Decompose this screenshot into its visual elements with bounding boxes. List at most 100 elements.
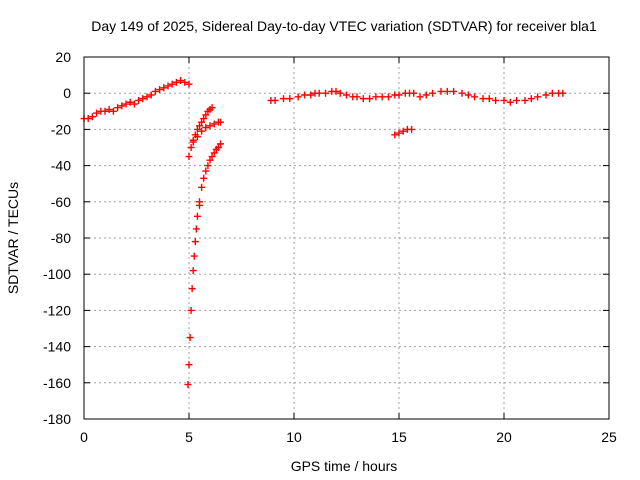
data-point [500, 96, 508, 104]
data-point [286, 95, 294, 103]
y-tick-label: -40 [51, 158, 71, 174]
data-point [410, 89, 418, 97]
data-point [105, 105, 113, 113]
data-point [210, 120, 218, 128]
data-point [202, 167, 210, 175]
data-point [395, 129, 403, 137]
data-point [378, 93, 386, 101]
data-point [135, 96, 143, 104]
data-point [189, 138, 197, 146]
data-point [399, 127, 407, 135]
y-tick-label: -80 [51, 230, 71, 246]
data-point [534, 93, 542, 101]
data-point [315, 89, 323, 97]
data-point [189, 267, 197, 275]
data-point [527, 95, 535, 103]
data-point [443, 87, 451, 95]
data-point [336, 89, 344, 97]
data-point [479, 95, 487, 103]
data-point [542, 91, 550, 99]
series-short-arc [391, 125, 416, 139]
data-point [151, 87, 159, 95]
data-point [139, 95, 147, 103]
data-point [422, 91, 430, 99]
data-point [214, 144, 222, 151]
data-point [385, 93, 392, 101]
y-tick-label: -100 [43, 266, 71, 282]
data-point [359, 95, 367, 103]
grid [84, 57, 609, 419]
data-point [366, 95, 374, 103]
data-point [280, 95, 287, 103]
series-recovery-arc-a [196, 140, 224, 206]
series-early-rise [80, 77, 193, 123]
data-point [271, 96, 279, 104]
data-point [192, 225, 200, 233]
data-point [160, 84, 168, 92]
data-point [206, 122, 214, 130]
data-point [353, 93, 361, 101]
y-tick-label: 0 [63, 85, 71, 101]
data-point [193, 212, 201, 220]
data-point [506, 98, 514, 106]
data-point [485, 95, 493, 103]
data-point [458, 89, 466, 97]
data-point [513, 96, 521, 104]
data-point [191, 238, 199, 246]
y-tick-label: 20 [55, 49, 71, 65]
data-point [185, 80, 193, 88]
chart-title: Day 149 of 2025, Sidereal Day-to-day VTE… [91, 18, 597, 34]
data-point [114, 104, 122, 112]
data-point [208, 153, 216, 161]
series-deep-dip [184, 201, 203, 389]
series-recovery-arc-c [189, 118, 224, 146]
data-point [168, 80, 176, 88]
data-point [198, 127, 206, 135]
data-point [196, 198, 203, 206]
data-point [217, 118, 224, 126]
x-tick-label: 25 [601, 429, 617, 445]
data-point [193, 125, 201, 133]
y-tick-label: -120 [43, 302, 71, 318]
data-point [184, 381, 192, 389]
data-point [198, 118, 206, 126]
x-tick-label: 10 [286, 429, 302, 445]
data-point [198, 183, 206, 191]
data-point [196, 122, 203, 130]
data-point [301, 91, 308, 99]
data-point [101, 107, 109, 115]
x-tick-label: 5 [185, 429, 193, 445]
x-axis-label: GPS time / hours [291, 458, 398, 474]
data-point [181, 78, 189, 86]
data-point [372, 93, 380, 101]
y-tick-label: -140 [43, 339, 71, 355]
data-point [187, 144, 195, 151]
data-point [294, 93, 302, 101]
data-point [185, 153, 193, 161]
y-tick-label: -60 [51, 194, 71, 210]
data-point [322, 89, 329, 97]
data-point [93, 109, 101, 117]
data-point [450, 87, 458, 95]
y-tick-label: -180 [43, 411, 71, 427]
data-point [332, 87, 340, 95]
data-point [559, 89, 567, 97]
series-day-trace [267, 87, 418, 104]
data-point [492, 96, 500, 104]
data-point [188, 285, 196, 293]
data-point [343, 91, 350, 99]
y-tick-label: -20 [51, 121, 71, 137]
data-point [429, 89, 437, 97]
data-point [548, 89, 556, 97]
data-point [185, 361, 193, 369]
data-point [143, 93, 151, 101]
data-point [437, 87, 445, 95]
data-point [408, 125, 416, 133]
axis-ticks: 0 5 10 15 20 25 -180 -160 -140 -120 -100 -80 -60 -40 -… [43, 49, 617, 445]
data-point [217, 140, 224, 148]
data-point [164, 82, 172, 90]
data-point [391, 131, 399, 139]
series-recovery-arc-b [185, 104, 216, 161]
data-point [88, 113, 96, 121]
